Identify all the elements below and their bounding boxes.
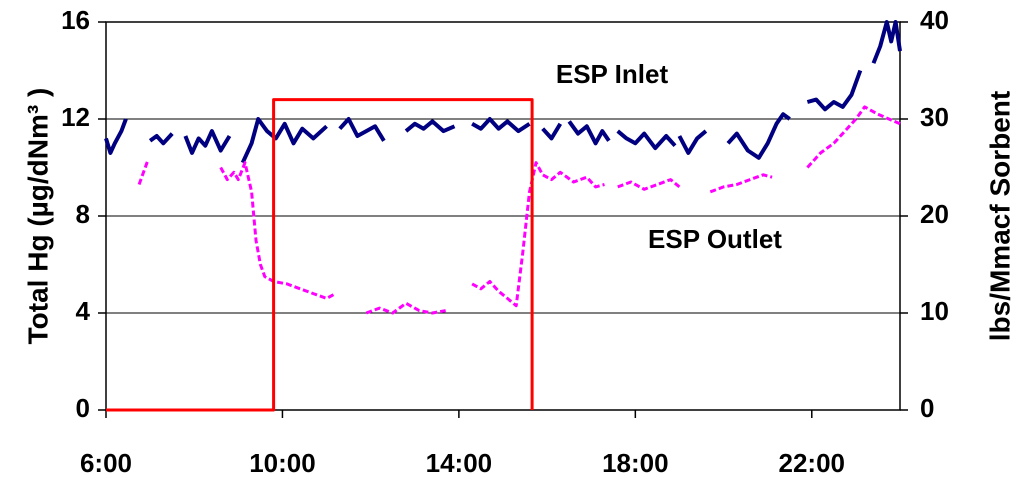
x-tick-label: 22:00 <box>779 448 846 478</box>
y-tick-label: 12 <box>61 102 90 132</box>
y2-tick-label: 0 <box>920 393 934 423</box>
x-tick-label: 6:00 <box>80 448 132 478</box>
y-tick-label: 8 <box>76 199 90 229</box>
annotation: ESP Outlet <box>648 224 782 254</box>
series-line <box>104 20 902 164</box>
x-tick-label: 10:00 <box>249 448 316 478</box>
y2-tick-label: 10 <box>920 296 949 326</box>
x-tick-label: 18:00 <box>602 448 669 478</box>
annotation: ESP Inlet <box>556 59 669 89</box>
plot-frame <box>105 21 901 411</box>
y2-tick-label: 40 <box>920 5 949 35</box>
y-tick-label: 16 <box>61 5 90 35</box>
y-tick-label: 4 <box>76 296 91 326</box>
y2-axis-title: lbs/Mmacf Sorbent <box>984 91 1015 341</box>
y2-tick-label: 20 <box>920 199 949 229</box>
series-line <box>137 105 901 315</box>
x-tick-label: 14:00 <box>426 448 493 478</box>
series-line <box>106 98 534 412</box>
y-axis-title: Total Hg (µg/dNm³ ) <box>22 88 53 345</box>
y2-tick-label: 30 <box>920 102 949 132</box>
y-tick-label: 0 <box>76 393 90 423</box>
